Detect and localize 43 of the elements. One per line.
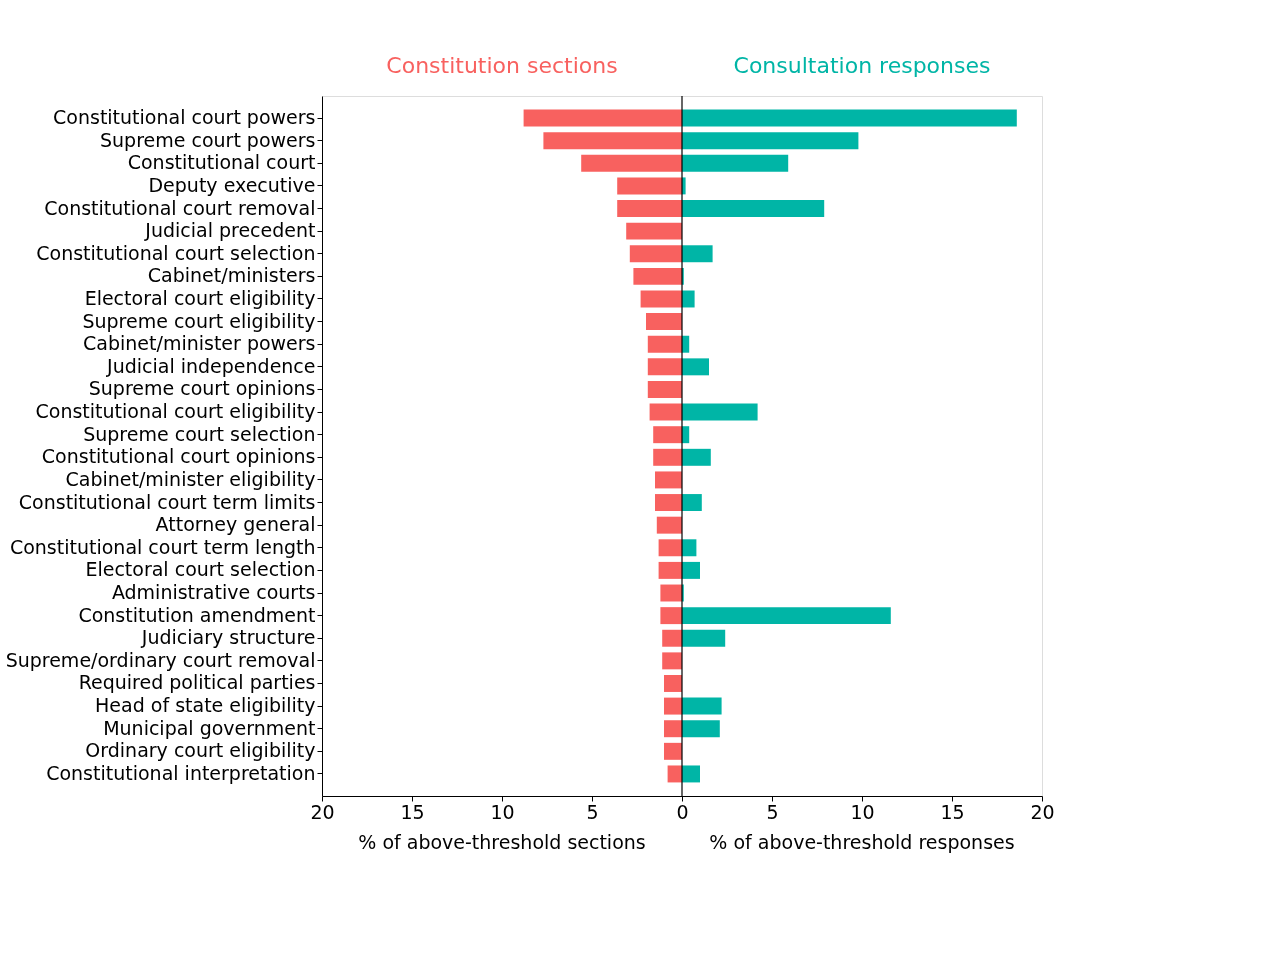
y-tick-label: Deputy executive xyxy=(148,173,316,196)
y-tick-label: Judicial precedent xyxy=(144,219,316,242)
text: % of above-threshold responses xyxy=(709,831,1015,853)
text: % of above-threshold sections xyxy=(358,831,646,853)
y-tick-label: Supreme court eligibility xyxy=(82,309,316,332)
x-tick-label: 5 xyxy=(766,800,779,823)
y-tick-label: Supreme/ordinary court removal xyxy=(5,648,316,671)
y-tick-label: Constitutional court eligibility xyxy=(35,400,316,423)
y-tick-label: Constitutional court term limits xyxy=(18,490,316,513)
y-tick-label: Judiciary structure xyxy=(140,626,316,649)
x-tick-label: 15 xyxy=(940,800,965,823)
y-tick-label: Required political parties xyxy=(78,671,316,694)
y-tick-label: Constitutional court opinions xyxy=(41,445,316,468)
x-tick-label: 20 xyxy=(1030,800,1055,823)
y-tick-label: Constitutional court term length xyxy=(9,535,316,558)
y-tick-label: Constitutional court xyxy=(127,151,316,174)
y-tick-label: Electoral court eligibility xyxy=(84,286,316,309)
x-tick-label: 10 xyxy=(490,800,515,823)
y-tick-label: Cabinet/minister eligibility xyxy=(65,467,316,490)
x-tick-label: 20 xyxy=(310,800,335,823)
y-tick-label: Cabinet/minister powers xyxy=(83,332,316,355)
y-tick-label: Head of state eligibility xyxy=(95,694,316,717)
y-tick-label: Constitutional interpretation xyxy=(46,761,316,784)
y-tick-label: Electoral court selection xyxy=(85,558,316,581)
series-label: Consultation responses xyxy=(733,53,991,78)
y-tick-label: Supreme court powers xyxy=(99,128,316,151)
y-tick-label: Administrative courts xyxy=(111,581,316,604)
y-tick-label: Constitution amendment xyxy=(78,603,316,626)
x-tick-label: 5 xyxy=(586,800,599,823)
y-tick-label: Cabinet/ministers xyxy=(147,264,316,287)
y-tick-label: Constitutional court powers xyxy=(53,106,316,129)
x-tick-label: 15 xyxy=(400,800,425,823)
y-tick-label: Attorney general xyxy=(155,513,316,536)
y-tick-label: Supreme court selection xyxy=(83,422,316,445)
series-label: Constitution sections xyxy=(386,53,618,78)
x-tick-label: 10 xyxy=(850,800,875,823)
x-tick-label: 0 xyxy=(676,800,689,823)
y-tick-label: Constitutional court selection xyxy=(36,241,316,264)
y-tick-label: Ordinary court eligibility xyxy=(85,739,316,762)
y-tick-label: Municipal government xyxy=(103,716,316,739)
y-tick-label: Judicial independence xyxy=(106,354,316,377)
y-tick-label: Constitutional court removal xyxy=(44,196,316,219)
y-tick-label: Supreme court opinions xyxy=(88,377,316,400)
